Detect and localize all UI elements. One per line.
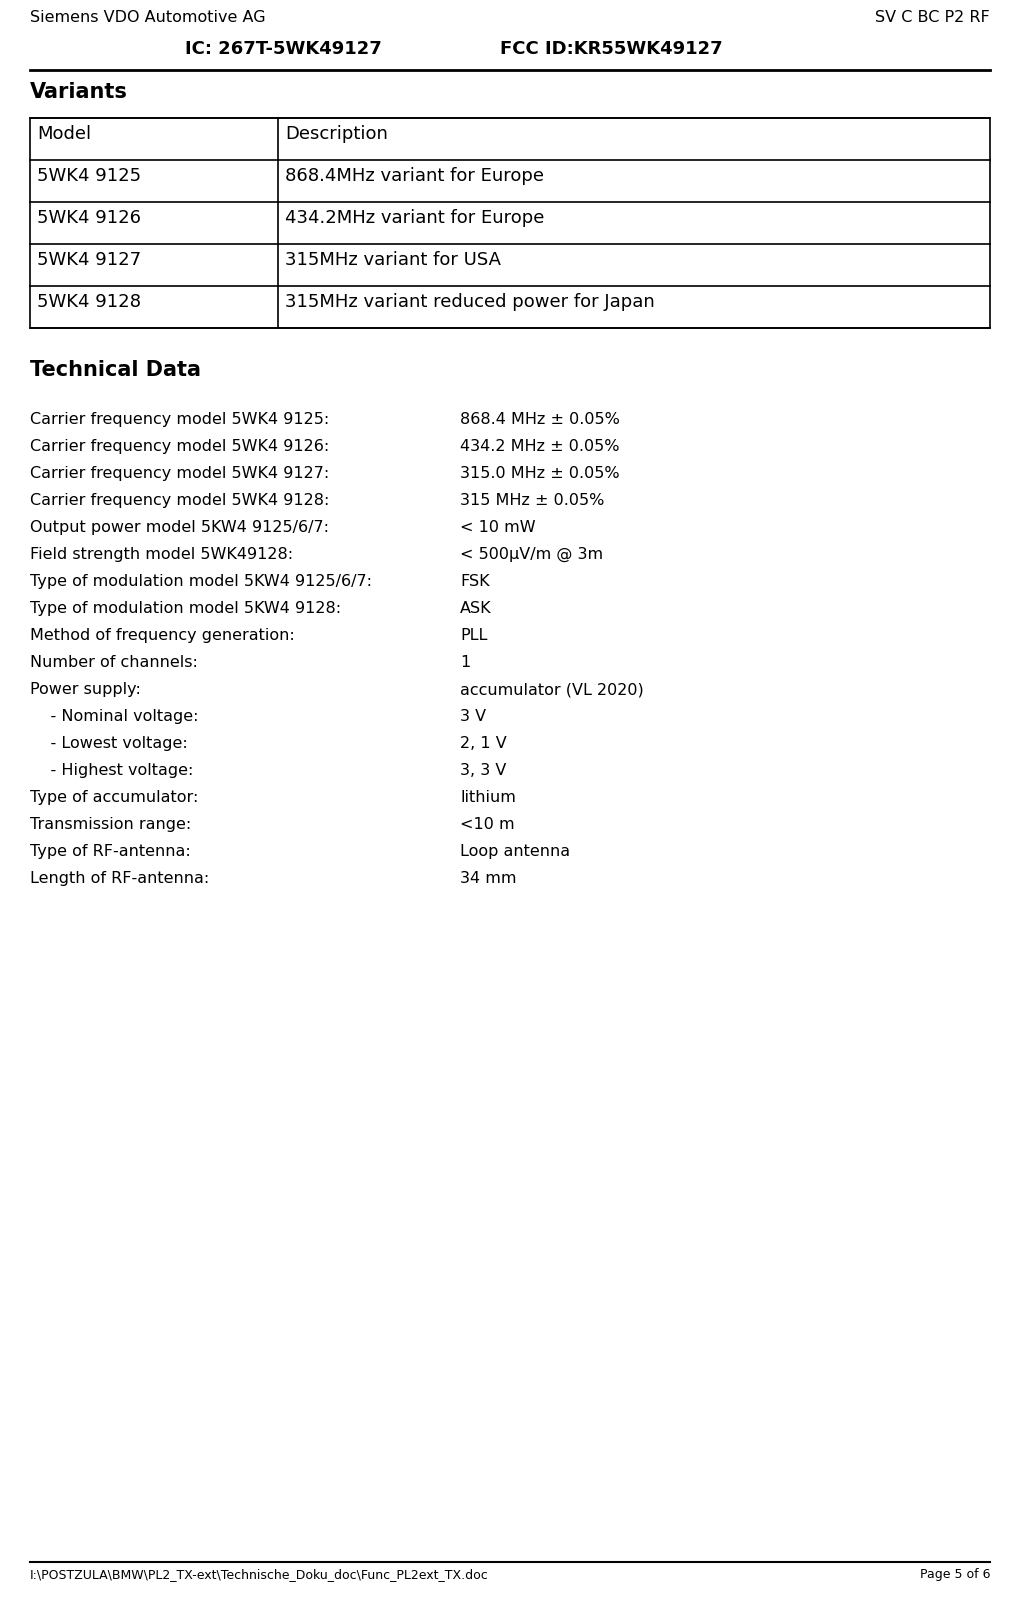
- Text: Carrier frequency model 5WK4 9126:: Carrier frequency model 5WK4 9126:: [30, 439, 329, 455]
- Text: Siemens VDO Automotive AG: Siemens VDO Automotive AG: [30, 10, 265, 26]
- Text: - Highest voltage:: - Highest voltage:: [30, 764, 193, 778]
- Text: Technical Data: Technical Data: [30, 360, 201, 379]
- Text: Type of RF-antenna:: Type of RF-antenna:: [30, 844, 191, 860]
- Text: 5WK4 9128: 5WK4 9128: [37, 293, 141, 311]
- Text: Type of modulation model 5KW4 9128:: Type of modulation model 5KW4 9128:: [30, 600, 341, 616]
- Text: 3, 3 V: 3, 3 V: [460, 764, 506, 778]
- Text: 34 mm: 34 mm: [460, 871, 516, 885]
- Text: FCC ID:KR55WK49127: FCC ID:KR55WK49127: [500, 40, 722, 58]
- Bar: [30, 118, 990, 328]
- Text: Page 5 of 6: Page 5 of 6: [919, 1567, 990, 1582]
- Text: Carrier frequency model 5WK4 9127:: Carrier frequency model 5WK4 9127:: [30, 466, 329, 480]
- Text: SV C BC P2 RF: SV C BC P2 RF: [875, 10, 990, 26]
- Text: 868.4 MHz ± 0.05%: 868.4 MHz ± 0.05%: [460, 411, 620, 427]
- Text: 5WK4 9127: 5WK4 9127: [37, 251, 141, 269]
- Text: Method of frequency generation:: Method of frequency generation:: [30, 628, 295, 644]
- Text: - Lowest voltage:: - Lowest voltage:: [30, 736, 188, 751]
- Text: 3 V: 3 V: [460, 709, 486, 724]
- Text: IC: 267T-5WK49127: IC: 267T-5WK49127: [185, 40, 382, 58]
- Text: Length of RF-antenna:: Length of RF-antenna:: [30, 871, 209, 885]
- Text: 2, 1 V: 2, 1 V: [460, 736, 507, 751]
- Text: Description: Description: [285, 125, 388, 142]
- Text: 5WK4 9126: 5WK4 9126: [37, 210, 141, 227]
- Text: Model: Model: [37, 125, 91, 142]
- Text: Type of accumulator:: Type of accumulator:: [30, 789, 198, 805]
- Text: Field strength model 5WK49128:: Field strength model 5WK49128:: [30, 548, 294, 562]
- Text: Carrier frequency model 5WK4 9125:: Carrier frequency model 5WK4 9125:: [30, 411, 329, 427]
- Text: Loop antenna: Loop antenna: [460, 844, 570, 860]
- Text: accumulator (VL 2020): accumulator (VL 2020): [460, 682, 644, 696]
- Text: 315MHz variant reduced power for Japan: 315MHz variant reduced power for Japan: [285, 293, 654, 311]
- Text: 315MHz variant for USA: 315MHz variant for USA: [285, 251, 501, 269]
- Text: Carrier frequency model 5WK4 9128:: Carrier frequency model 5WK4 9128:: [30, 493, 329, 508]
- Text: 434.2 MHz ± 0.05%: 434.2 MHz ± 0.05%: [460, 439, 620, 455]
- Text: I:\POSTZULA\BMW\PL2_TX-ext\Technische_Doku_doc\Func_PL2ext_TX.doc: I:\POSTZULA\BMW\PL2_TX-ext\Technische_Do…: [30, 1567, 489, 1582]
- Text: <10 m: <10 m: [460, 817, 515, 833]
- Text: < 10 mW: < 10 mW: [460, 520, 535, 535]
- Text: Number of channels:: Number of channels:: [30, 655, 198, 669]
- Text: PLL: PLL: [460, 628, 488, 644]
- Text: 315.0 MHz ± 0.05%: 315.0 MHz ± 0.05%: [460, 466, 620, 480]
- Text: ASK: ASK: [460, 600, 492, 616]
- Text: < 500μV/m @ 3m: < 500μV/m @ 3m: [460, 548, 604, 562]
- Text: 868.4MHz variant for Europe: 868.4MHz variant for Europe: [285, 167, 544, 186]
- Text: lithium: lithium: [460, 789, 516, 805]
- Text: Transmission range:: Transmission range:: [30, 817, 191, 833]
- Text: FSK: FSK: [460, 575, 490, 589]
- Text: Variants: Variants: [30, 82, 128, 102]
- Text: 1: 1: [460, 655, 470, 669]
- Text: - Nominal voltage:: - Nominal voltage:: [30, 709, 198, 724]
- Text: Type of modulation model 5KW4 9125/6/7:: Type of modulation model 5KW4 9125/6/7:: [30, 575, 372, 589]
- Text: 434.2MHz variant for Europe: 434.2MHz variant for Europe: [285, 210, 545, 227]
- Text: Output power model 5KW4 9125/6/7:: Output power model 5KW4 9125/6/7:: [30, 520, 329, 535]
- Text: Power supply:: Power supply:: [30, 682, 141, 696]
- Text: 315 MHz ± 0.05%: 315 MHz ± 0.05%: [460, 493, 605, 508]
- Text: 5WK4 9125: 5WK4 9125: [37, 167, 141, 186]
